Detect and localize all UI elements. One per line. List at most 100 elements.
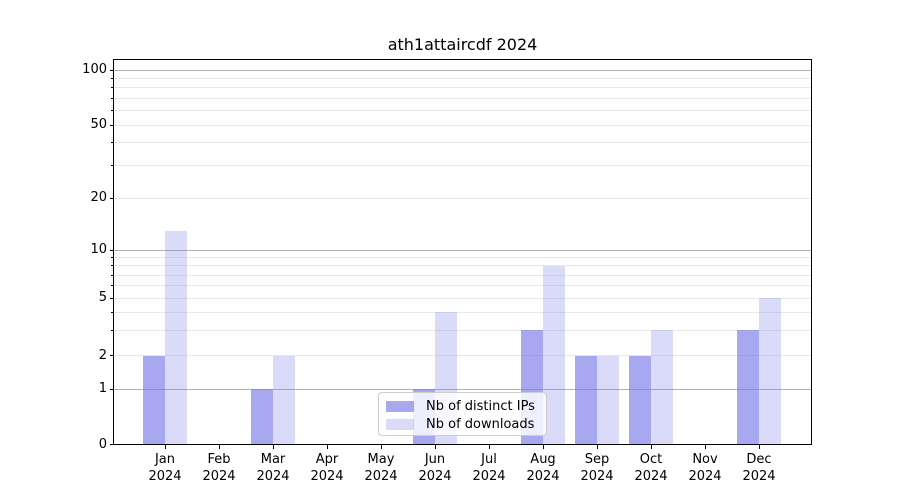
y-axis-tick	[109, 444, 113, 445]
x-tick-label-year: 2024	[364, 469, 398, 484]
y-gridline-minor	[114, 329, 811, 331]
y-tick-label: 50	[90, 117, 107, 132]
y-axis-minor-tick	[111, 97, 113, 99]
y-gridline-minor	[114, 77, 811, 79]
plot-area-border	[113, 59, 812, 445]
bar-downloads	[597, 355, 619, 445]
x-tick-label-year: 2024	[742, 469, 776, 484]
y-gridline-minor	[114, 87, 811, 89]
x-tick-label-year: 2024	[688, 469, 722, 484]
y-axis-minor-tick	[111, 274, 113, 276]
y-tick-label: 2	[98, 347, 107, 363]
y-axis-tick	[109, 69, 113, 71]
x-tick-label-year: 2024	[580, 469, 614, 484]
bar-distinct-ips	[575, 355, 597, 445]
x-axis-tick	[326, 445, 328, 449]
x-tick-label-year: 2024	[148, 469, 182, 484]
x-axis-tick	[596, 445, 598, 449]
y-axis-minor-tick	[111, 77, 113, 79]
x-tick-label-month: Jan	[154, 452, 176, 467]
y-axis-minor-tick	[111, 311, 113, 313]
x-tick-label-month: Apr	[315, 452, 339, 467]
x-axis-tick	[380, 445, 382, 449]
y-gridline-minor	[114, 165, 811, 167]
bar-downloads	[651, 330, 673, 445]
x-tick-label-month: Mar	[260, 452, 286, 467]
x-tick-label-year: 2024	[526, 469, 560, 484]
x-axis-tick	[758, 445, 760, 449]
x-tick-label-year: 2024	[256, 469, 290, 484]
x-tick-label-year: 2024	[472, 469, 506, 484]
y-axis-tick	[109, 197, 113, 199]
bar-downloads	[759, 298, 781, 445]
y-gridline-minor	[114, 124, 811, 126]
y-gridline-minor	[114, 142, 811, 144]
y-gridline-major	[114, 249, 811, 251]
legend-swatch-downloads	[386, 419, 414, 430]
bar-downloads	[543, 265, 565, 445]
x-tick-label-month: Dec	[746, 452, 772, 467]
y-axis-tick	[109, 388, 113, 390]
y-axis-minor-tick	[111, 142, 113, 144]
y-gridline-minor	[114, 110, 811, 112]
x-tick-label-month: Jul	[481, 452, 497, 467]
y-tick-label: 20	[90, 190, 107, 206]
y-gridline-minor	[114, 257, 811, 259]
x-axis-tick	[164, 445, 166, 449]
x-tick-label-year: 2024	[202, 469, 236, 484]
y-tick-label: 0	[98, 436, 107, 452]
y-gridline-minor	[114, 311, 811, 313]
y-axis-minor-tick	[111, 329, 113, 331]
x-tick-label-month: Jun	[424, 452, 446, 467]
x-axis-tick	[704, 445, 706, 449]
y-axis-tick	[109, 249, 113, 251]
legend-item-distinct-ips: Nb of distinct IPs	[386, 398, 538, 415]
x-axis-tick	[218, 445, 220, 449]
y-tick-label: 10	[90, 242, 107, 258]
x-tick-label-year: 2024	[418, 469, 452, 484]
y-gridline-minor	[114, 355, 811, 357]
bar-distinct-ips	[143, 355, 165, 445]
x-tick-label-month: Nov	[692, 452, 718, 467]
x-tick-label-month: Sep	[584, 452, 610, 467]
bar-distinct-ips	[251, 389, 273, 445]
x-axis-tick	[488, 445, 490, 449]
y-gridline-minor	[114, 297, 811, 299]
legend-swatch-distinct-ips	[386, 401, 414, 412]
y-axis-minor-tick	[111, 87, 113, 89]
y-axis-minor-tick	[111, 265, 113, 267]
legend-label-distinct-ips: Nb of distinct IPs	[426, 399, 535, 414]
legend-item-downloads: Nb of downloads	[386, 416, 538, 433]
y-axis-minor-tick	[111, 110, 113, 112]
bar-downloads	[273, 355, 295, 445]
bar-distinct-ips	[629, 355, 651, 445]
x-axis-tick	[650, 445, 652, 449]
y-tick-label: 1	[98, 381, 107, 396]
x-axis-tick	[542, 445, 544, 449]
legend-label-downloads: Nb of downloads	[426, 417, 535, 432]
y-gridline-minor	[114, 97, 811, 99]
y-axis-tick	[109, 355, 113, 357]
x-tick-label-month: Feb	[207, 452, 231, 467]
y-axis-minor-tick	[111, 165, 113, 167]
y-gridline-major	[114, 69, 811, 71]
bar-downloads	[165, 230, 187, 445]
y-tick-label: 100	[82, 62, 107, 77]
y-tick-label: 5	[98, 290, 107, 306]
legend: Nb of distinct IPs Nb of downloads	[378, 392, 547, 436]
y-axis-tick	[109, 124, 113, 126]
x-tick-label-year: 2024	[634, 469, 668, 484]
y-axis-minor-tick	[111, 257, 113, 259]
y-gridline-minor	[114, 274, 811, 276]
x-axis-tick	[272, 445, 274, 449]
bar-distinct-ips	[737, 330, 759, 445]
chart-title: ath1attaircdf 2024	[387, 35, 538, 54]
y-gridline-major	[114, 388, 811, 390]
x-tick-label-month: May	[367, 452, 395, 467]
y-axis-minor-tick	[111, 285, 113, 287]
y-axis-tick	[109, 297, 113, 299]
x-tick-label-year: 2024	[310, 469, 344, 484]
x-tick-label-month: Oct	[639, 452, 663, 467]
y-gridline-minor	[114, 197, 811, 199]
